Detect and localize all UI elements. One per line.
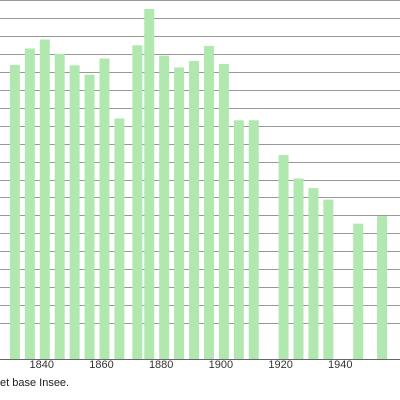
gridlines: [0, 0, 400, 360]
bar: [323, 199, 334, 359]
x-tick-label: 1940: [328, 359, 352, 371]
bar: [278, 155, 289, 359]
x-tick-label: 1880: [149, 359, 173, 371]
bar: [54, 53, 65, 359]
bar: [39, 39, 50, 360]
bar: [84, 74, 95, 359]
x-axis-ticks: 1840 1860 1880 1900 1920 1940: [30, 359, 353, 371]
bar: [144, 8, 155, 359]
x-tick-label: 1860: [89, 359, 113, 371]
x-tick-label: 1840: [30, 359, 54, 371]
bar: [353, 223, 364, 359]
bar: [203, 45, 214, 360]
bar: [233, 120, 244, 359]
bar: [114, 118, 125, 359]
bar: [99, 58, 110, 359]
bar: [9, 64, 20, 359]
x-tick-label: 1920: [268, 359, 292, 371]
bar: [248, 120, 259, 359]
bar: [174, 67, 185, 359]
bar: [308, 188, 319, 359]
bar: [377, 216, 388, 359]
bar: [24, 48, 35, 360]
bar: [218, 63, 229, 359]
bar: [293, 178, 304, 359]
bar: [132, 45, 143, 359]
bar: [189, 61, 200, 359]
bar: [159, 55, 170, 360]
source-note: et base Insee.: [0, 377, 70, 389]
bars: [9, 8, 388, 360]
bar: [69, 65, 80, 359]
x-tick-label: 1900: [209, 359, 233, 371]
